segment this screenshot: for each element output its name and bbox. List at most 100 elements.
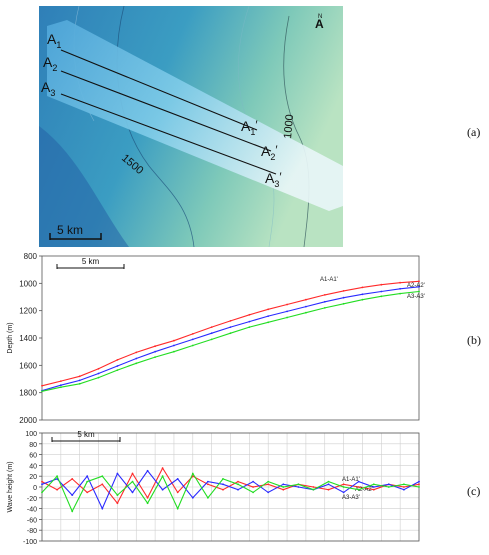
series-point-2 [176,507,179,510]
series-point-2 [229,332,232,335]
panel-label-c: (c) [467,484,481,498]
wave-height-svg: -100 -80 -60 -40 -20 0 20 40 60 80 100 Wave height … [7,430,420,546]
series-point-2 [361,298,364,301]
series-point-1 [161,488,164,491]
scale-bar-label: 5 km [77,430,95,439]
series-point-2 [399,292,401,295]
y-tick-label: -20 [27,496,37,503]
series-point-2 [41,491,43,494]
series-point-0 [60,380,62,382]
series-point-1 [403,488,405,491]
scale-bar-label: 5 km [57,223,83,237]
series-point-0 [342,483,345,486]
series-point-1 [191,338,194,341]
series-point-0 [323,294,326,296]
y-tick-label: 1200 [19,307,37,316]
series-point-2 [131,480,134,483]
y-tick-label: 40 [29,463,37,470]
series-point-1 [399,287,401,290]
series-point-0 [101,483,104,486]
series-point-2 [41,390,43,393]
series-point-2 [173,350,175,353]
series-point-0 [267,483,270,486]
series-point-0 [41,384,43,387]
series-point-1 [131,491,134,494]
series-point-2 [161,475,164,478]
series-point-0 [357,486,360,488]
series-point-2 [146,502,149,505]
y-tick-label: -60 [27,517,37,524]
panel-label-b: (b) [467,333,481,347]
label-a1-end: A1′ [241,118,258,137]
series-point-0 [116,502,119,505]
series-point-1 [252,480,255,483]
series-point-1 [297,486,300,488]
series-point-0 [282,488,285,491]
series-point-1 [418,285,420,288]
series-point-2 [191,472,194,475]
series-point-2 [327,480,330,483]
label-a2-start: A2 [43,54,57,73]
series-point-0 [173,339,175,342]
depth-profile-chart: 800 1000 1200 1400 1600 1800 2000 Depth (m) 5 km… [0,250,489,425]
series-point-2 [71,510,74,513]
series-point-2 [78,382,81,385]
series-point-2 [86,480,89,483]
series-point-1 [248,320,251,323]
series-point-2 [267,321,270,324]
series-point-2 [380,295,383,298]
series-point-1 [305,305,307,308]
series-point-0 [399,281,401,284]
series-line-0 [41,466,420,505]
north-label: N [318,14,322,20]
plot-frame [41,255,420,421]
series-point-1 [372,486,375,488]
series-label-0: A1-A1' [320,277,338,283]
y-tick-label: 2000 [19,416,37,425]
series-point-0 [78,375,81,378]
series-point-2 [312,488,315,491]
series-point-0 [176,491,179,494]
y-tick-label: 1600 [19,361,37,370]
scale-bar-label: 5 km [82,257,100,266]
y-tick-label: -40 [27,507,37,514]
series-point-1 [210,332,213,335]
profile-line-a2 [60,70,272,152]
series-point-1 [267,491,270,494]
series-point-0 [418,280,420,283]
deep-water-shade [39,126,129,247]
series-point-0 [86,491,89,494]
series-line-1 [41,286,420,392]
series-line-1 [41,469,420,510]
series-point-0 [222,488,224,491]
series-point-2 [60,386,62,389]
bathymetry-map: A1 A2 A3 A1′ A2′ A3′ 1500 1000 N A 5 km [39,6,343,247]
series-point-1 [323,300,326,303]
y-tick-label: -100 [23,539,37,546]
wave-height-chart: -100 -80 -60 -40 -20 0 20 40 60 80 100 Wave height … [0,427,489,550]
series-point-2 [56,475,58,478]
series-point-1 [71,494,74,496]
series-point-2 [135,362,138,365]
y-tick-label: 800 [24,252,38,261]
y-tick-label: 80 [29,442,37,449]
y-axis-label: Depth (m) [7,322,14,353]
series-point-1 [342,296,345,299]
series-point-1 [41,483,43,486]
series-point-1 [282,483,285,486]
series-point-0 [71,478,74,480]
series-point-2 [252,491,255,494]
series-point-1 [222,483,224,486]
y-tick-label: 1000 [19,279,37,288]
series-point-1 [135,357,138,360]
series-point-0 [229,320,232,322]
series-point-0 [146,496,149,499]
series-point-2 [323,307,326,309]
series-point-2 [342,486,345,488]
series-point-1 [286,310,288,313]
y-tick-label: 0 [33,485,37,492]
series-point-0 [252,486,255,488]
series-point-2 [248,326,251,328]
series-point-1 [387,483,390,486]
label-a2-end: A2′ [261,143,278,162]
